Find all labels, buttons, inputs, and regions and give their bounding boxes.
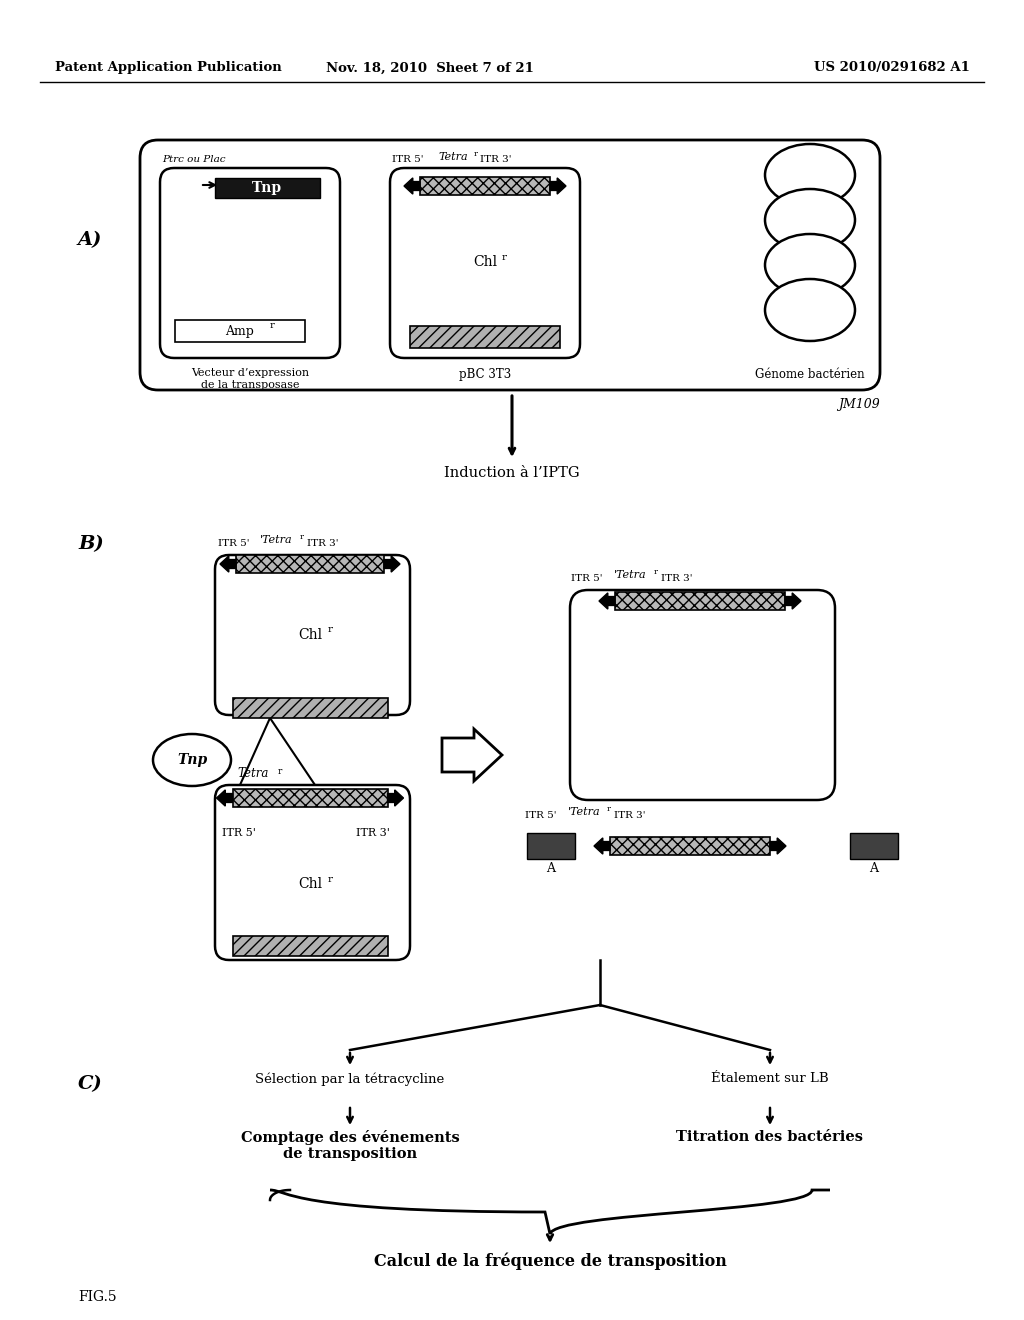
Ellipse shape	[765, 279, 855, 341]
FancyArrow shape	[384, 556, 400, 572]
Text: Nov. 18, 2010  Sheet 7 of 21: Nov. 18, 2010 Sheet 7 of 21	[326, 62, 534, 74]
Text: Génome bactérien: Génome bactérien	[755, 368, 865, 381]
Text: Induction à l’IPTG: Induction à l’IPTG	[444, 466, 580, 480]
FancyArrow shape	[599, 593, 615, 609]
Text: Titration des bactéries: Titration des bactéries	[677, 1130, 863, 1144]
Text: A): A)	[78, 231, 102, 249]
FancyArrow shape	[220, 556, 236, 572]
FancyArrow shape	[594, 838, 610, 854]
Bar	[850, 833, 898, 859]
Bar	[410, 326, 560, 348]
Text: ITR 3': ITR 3'	[614, 810, 645, 820]
Text: ITR 3': ITR 3'	[307, 539, 339, 548]
Bar	[232, 789, 387, 807]
FancyBboxPatch shape	[390, 168, 580, 358]
Text: US 2010/0291682 A1: US 2010/0291682 A1	[814, 62, 970, 74]
Text: r: r	[474, 150, 478, 158]
FancyArrow shape	[785, 593, 801, 609]
Text: C): C)	[78, 1074, 102, 1093]
Text: r: r	[328, 874, 333, 883]
FancyArrow shape	[770, 838, 786, 854]
Text: r: r	[607, 805, 611, 813]
Text: Tetra: Tetra	[237, 767, 268, 780]
Bar	[615, 591, 785, 610]
FancyArrow shape	[387, 789, 403, 807]
FancyArrow shape	[442, 729, 502, 781]
Text: r: r	[328, 626, 333, 635]
Bar	[233, 936, 388, 956]
Text: Étalement sur LB: Étalement sur LB	[712, 1072, 828, 1085]
FancyArrow shape	[550, 178, 566, 194]
FancyArrow shape	[404, 178, 420, 194]
Text: Tnp: Tnp	[252, 181, 282, 195]
Text: Vecteur d’expression
de la transposase: Vecteur d’expression de la transposase	[190, 368, 309, 389]
Text: B): B)	[78, 535, 103, 553]
FancyBboxPatch shape	[570, 590, 835, 800]
Text: r: r	[300, 533, 304, 541]
Text: pBC 3T3: pBC 3T3	[459, 368, 511, 381]
Text: ITR 3': ITR 3'	[480, 154, 512, 164]
FancyBboxPatch shape	[215, 785, 410, 960]
Text: A: A	[869, 862, 879, 875]
Ellipse shape	[765, 234, 855, 296]
Text: Chl: Chl	[298, 628, 323, 642]
Bar	[215, 178, 319, 198]
Text: Amp: Amp	[225, 325, 254, 338]
Text: ITR 5': ITR 5'	[222, 828, 256, 838]
Text: Ptrc ou Plac: Ptrc ou Plac	[162, 154, 225, 164]
Text: ITR 5': ITR 5'	[525, 810, 556, 820]
Text: Chl: Chl	[473, 255, 497, 269]
Bar	[175, 319, 305, 342]
Text: r: r	[502, 252, 507, 261]
Ellipse shape	[765, 189, 855, 251]
Text: r: r	[654, 568, 658, 576]
Text: r: r	[270, 322, 274, 330]
FancyBboxPatch shape	[215, 554, 410, 715]
Text: ITR 5': ITR 5'	[392, 154, 424, 164]
Text: Chl: Chl	[298, 876, 323, 891]
Text: 'Tetra: 'Tetra	[260, 535, 293, 545]
Text: Patent Application Publication: Patent Application Publication	[55, 62, 282, 74]
Text: Tetra: Tetra	[438, 152, 468, 162]
Text: Tnp: Tnp	[177, 752, 207, 767]
Text: ITR 5': ITR 5'	[571, 574, 602, 583]
Text: ITR 3': ITR 3'	[356, 828, 390, 838]
FancyBboxPatch shape	[140, 140, 880, 389]
Bar	[420, 177, 550, 195]
Text: 'Tetra: 'Tetra	[614, 570, 646, 579]
Bar	[233, 698, 388, 718]
Text: Sélection par la tétracycline: Sélection par la tétracycline	[255, 1072, 444, 1085]
Text: A: A	[547, 862, 555, 875]
Ellipse shape	[765, 144, 855, 206]
FancyArrow shape	[216, 789, 232, 807]
FancyBboxPatch shape	[160, 168, 340, 358]
Ellipse shape	[153, 734, 231, 785]
Text: Calcul de la fréquence de transposition: Calcul de la fréquence de transposition	[374, 1251, 726, 1270]
Text: Comptage des événements
de transposition: Comptage des événements de transposition	[241, 1130, 460, 1162]
Text: ITR 3': ITR 3'	[662, 574, 692, 583]
Text: JM109: JM109	[839, 399, 880, 411]
Text: ITR 5': ITR 5'	[218, 539, 250, 548]
Text: 'Tetra: 'Tetra	[568, 807, 601, 817]
Text: r: r	[278, 767, 283, 776]
Text: FIG.5: FIG.5	[78, 1290, 117, 1304]
Bar	[236, 554, 384, 573]
Bar	[527, 833, 575, 859]
Bar	[610, 837, 770, 855]
